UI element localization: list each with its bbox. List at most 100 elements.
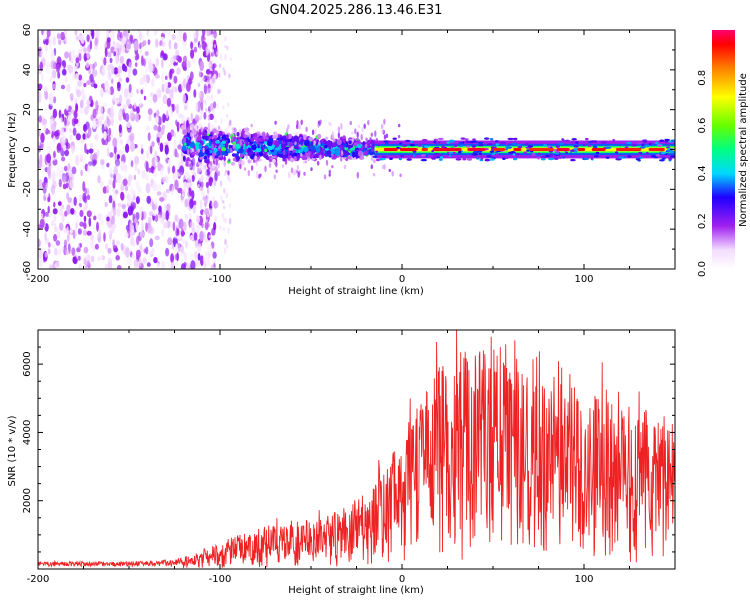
echo-blob [328, 144, 332, 150]
noise-blob [58, 206, 63, 217]
narrow-echo-edge [661, 157, 666, 160]
echo-halo [250, 123, 253, 128]
noise-blob [184, 198, 189, 208]
noise-blob [116, 240, 120, 246]
noise-blob [104, 263, 108, 269]
noise-blob [109, 57, 113, 64]
noise-blob [68, 173, 75, 182]
noise-blob [56, 165, 60, 171]
noise-blob [198, 70, 202, 78]
noise-blob [96, 148, 100, 158]
echo-halo [365, 137, 368, 142]
echo-halo [234, 128, 237, 134]
noise-blob [160, 176, 166, 183]
echo-blob [212, 128, 217, 134]
echo-halo [183, 120, 186, 127]
echo-blob [198, 151, 204, 158]
noise-blob [39, 154, 43, 165]
noise-blob [205, 219, 208, 223]
noise-blob [183, 261, 187, 267]
echo-blob [278, 137, 284, 141]
noise-blob [206, 213, 210, 218]
narrow-echo-edge [452, 151, 456, 155]
spectrogram-y-label: Frequency (Hz) [7, 112, 18, 188]
noise-blob [61, 174, 67, 183]
noise-blob [208, 234, 212, 239]
echo-blob [287, 133, 293, 140]
snr-series-line [38, 330, 675, 569]
noise-blob [141, 170, 146, 180]
narrow-echo-edge [562, 156, 566, 159]
noise-blob [125, 185, 129, 192]
echo-halo [266, 132, 269, 139]
noise-blob [69, 134, 73, 141]
colorbar-gradient [712, 30, 735, 269]
narrow-echo-edge [570, 141, 577, 144]
echo-halo [258, 174, 261, 179]
noise-blob [64, 75, 68, 83]
echo-blob [292, 152, 298, 157]
noise-blob [136, 88, 139, 94]
noise-blob [216, 104, 219, 110]
colorbar-label: Normalized spectral amplitude [738, 73, 749, 227]
echo-halo [343, 164, 347, 170]
noise-blob [61, 156, 66, 162]
noise-blob [130, 186, 134, 197]
noise-blob [71, 117, 76, 127]
echo-halo [228, 158, 231, 162]
noise-blob [101, 113, 105, 121]
echo-halo [199, 167, 202, 173]
noise-blob [171, 165, 176, 174]
echo-blob [250, 137, 255, 142]
narrow-echo-core [529, 148, 554, 151]
echo-halo [214, 165, 218, 171]
echo-blob [274, 140, 280, 148]
noise-blob [92, 153, 97, 162]
echo-halo [255, 174, 259, 179]
echo-halo [243, 167, 247, 171]
noise-blob [65, 36, 68, 44]
noise-blob [199, 199, 203, 211]
narrow-echo-edge [495, 143, 499, 146]
noise-blob [153, 124, 158, 131]
noise-blob [112, 137, 118, 148]
echo-halo [293, 168, 297, 176]
noise-blob [75, 73, 79, 81]
narrow-echo-edge [376, 158, 380, 162]
echo-halo [311, 129, 315, 136]
noise-blob [38, 83, 43, 90]
narrow-echo-edge [617, 156, 625, 159]
echo-blob [235, 155, 241, 161]
narrow-echo-edge [448, 151, 454, 154]
noise-blob [58, 169, 62, 178]
noise-blob [204, 250, 209, 262]
echo-blob [190, 123, 194, 128]
noise-blob [141, 222, 144, 233]
noise-blob [197, 252, 201, 261]
noise-blob [69, 128, 72, 133]
noise-blob [173, 75, 178, 84]
narrow-echo-core [493, 148, 506, 151]
noise-blob [75, 215, 79, 224]
noise-blob [228, 178, 232, 183]
noise-blob [191, 58, 196, 64]
noise-blob [225, 113, 229, 118]
echo-halo [356, 171, 359, 179]
narrow-echo-edge [565, 151, 568, 154]
echo-blob [198, 143, 202, 149]
noise-blob [207, 244, 213, 255]
noise-blob [106, 162, 110, 168]
noise-blob [207, 41, 213, 50]
narrow-echo-edge [502, 157, 506, 160]
noise-blob [40, 132, 45, 143]
echo-blob [221, 140, 226, 144]
echo-halo [381, 123, 384, 130]
narrow-echo-edge [670, 150, 675, 154]
noise-blob [138, 258, 142, 267]
colorbar-tick-label: 0.6 [697, 118, 708, 134]
noise-blob [60, 31, 65, 41]
echo-halo [361, 146, 364, 150]
noise-blob [124, 65, 128, 73]
noise-blob [59, 127, 65, 135]
narrow-echo-edge [386, 140, 390, 143]
